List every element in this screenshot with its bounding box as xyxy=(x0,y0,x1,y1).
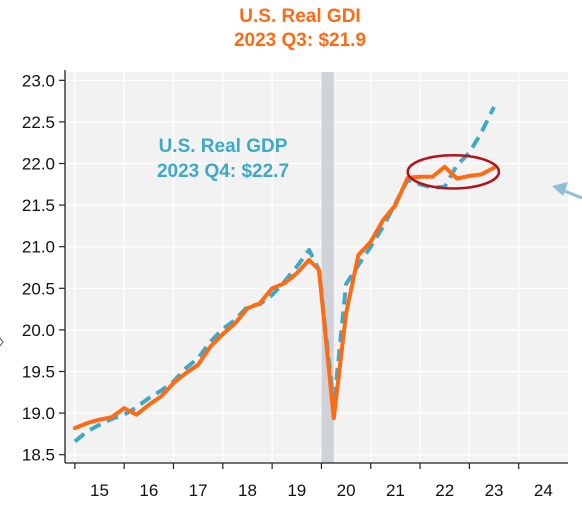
chart-subtitle: 2023 Q3: $21.9 xyxy=(233,30,367,51)
y-tick-label: 22.5 xyxy=(22,113,55,132)
y-tick-label: 23.0 xyxy=(22,71,55,90)
gdp-annotation-line1: U.S. Real GDP xyxy=(158,136,288,157)
gdp-annotation-line2: 2023 Q4: $22.7 xyxy=(156,161,290,182)
arrow-head xyxy=(552,182,568,196)
y-tick-label: 20.5 xyxy=(22,279,55,298)
y-tick-label: 19.5 xyxy=(22,362,55,381)
x-tick-label: 17 xyxy=(189,481,208,500)
x-tick-label: 15 xyxy=(90,481,109,500)
chart-title: U.S. Real GDI xyxy=(239,6,361,27)
x-tick-label: 16 xyxy=(139,481,158,500)
x-tick-label: 19 xyxy=(287,481,306,500)
edge-mark xyxy=(0,337,4,347)
axes xyxy=(59,70,568,469)
series-line-gdi xyxy=(72,164,496,431)
x-tick-label: 23 xyxy=(485,481,504,500)
y-tick-label: 21.0 xyxy=(22,238,55,257)
y-tick-label: 22.0 xyxy=(22,155,55,174)
x-tick-label: 22 xyxy=(435,481,454,500)
y-tick-label: 19.0 xyxy=(22,404,55,423)
x-tick-label: 20 xyxy=(337,481,356,500)
x-tick-label: 24 xyxy=(534,481,553,500)
x-tick-label: 18 xyxy=(238,481,257,500)
x-tick-label: 21 xyxy=(386,481,405,500)
y-tick-label: 20.0 xyxy=(22,321,55,340)
tick-labels: 18.5 19.0 19.5 20.0 20.5 21.0 21.5 22.0 22.5 23.0… xyxy=(22,71,553,500)
pointer-arrow-icon xyxy=(552,182,582,200)
y-tick-label: 18.5 xyxy=(22,446,55,465)
y-tick-label: 21.5 xyxy=(22,196,55,215)
highlight-ellipse xyxy=(406,153,501,190)
arrow-shaft xyxy=(561,188,582,200)
